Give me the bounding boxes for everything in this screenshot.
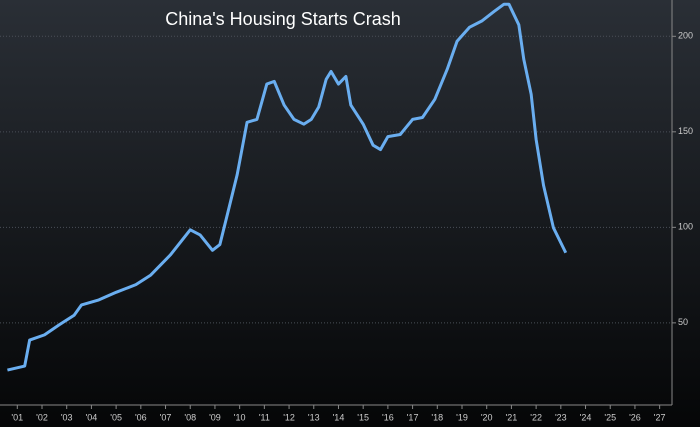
x-tick-label: '27 [654,412,666,422]
x-tick-label: '21 [506,412,518,422]
x-tick-label: '19 [456,412,468,422]
x-tick-label: '18 [431,412,443,422]
x-tick-label: '24 [580,412,592,422]
y-tick-label: 200 [678,31,693,41]
x-tick-label: '12 [283,412,295,422]
x-tick-label: '10 [234,412,246,422]
y-tick-label: 50 [678,317,688,327]
x-tick-label: '22 [530,412,542,422]
x-tick-label: '02 [36,412,48,422]
x-tick-label: '09 [209,412,221,422]
chart-title: China's Housing Starts Crash [165,9,401,29]
x-tick-label: '15 [357,412,369,422]
x-tick-label: '20 [481,412,493,422]
x-tick-label: '01 [11,412,23,422]
x-tick-label: '04 [86,412,98,422]
x-tick-label: '26 [629,412,641,422]
x-tick-label: '06 [135,412,147,422]
x-tick-label: '11 [259,412,270,422]
x-tick-label: '16 [382,412,394,422]
x-tick-label: '05 [110,412,122,422]
x-tick-label: '17 [407,412,419,422]
x-tick-label: '07 [160,412,172,422]
y-tick-label: 100 [678,222,693,232]
x-tick-label: '13 [308,412,320,422]
line-series [7,2,568,372]
x-tick-label: '25 [604,412,616,422]
x-tick-label: '14 [333,412,345,422]
x-tick-label: '03 [61,412,73,422]
x-tick-label: '23 [555,412,567,422]
x-tick-label: '08 [184,412,196,422]
y-tick-label: 150 [678,126,693,136]
